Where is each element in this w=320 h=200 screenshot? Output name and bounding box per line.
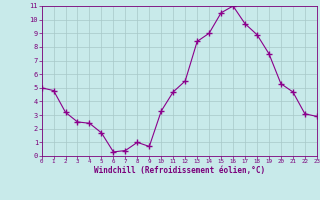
X-axis label: Windchill (Refroidissement éolien,°C): Windchill (Refroidissement éolien,°C) [94,166,265,175]
